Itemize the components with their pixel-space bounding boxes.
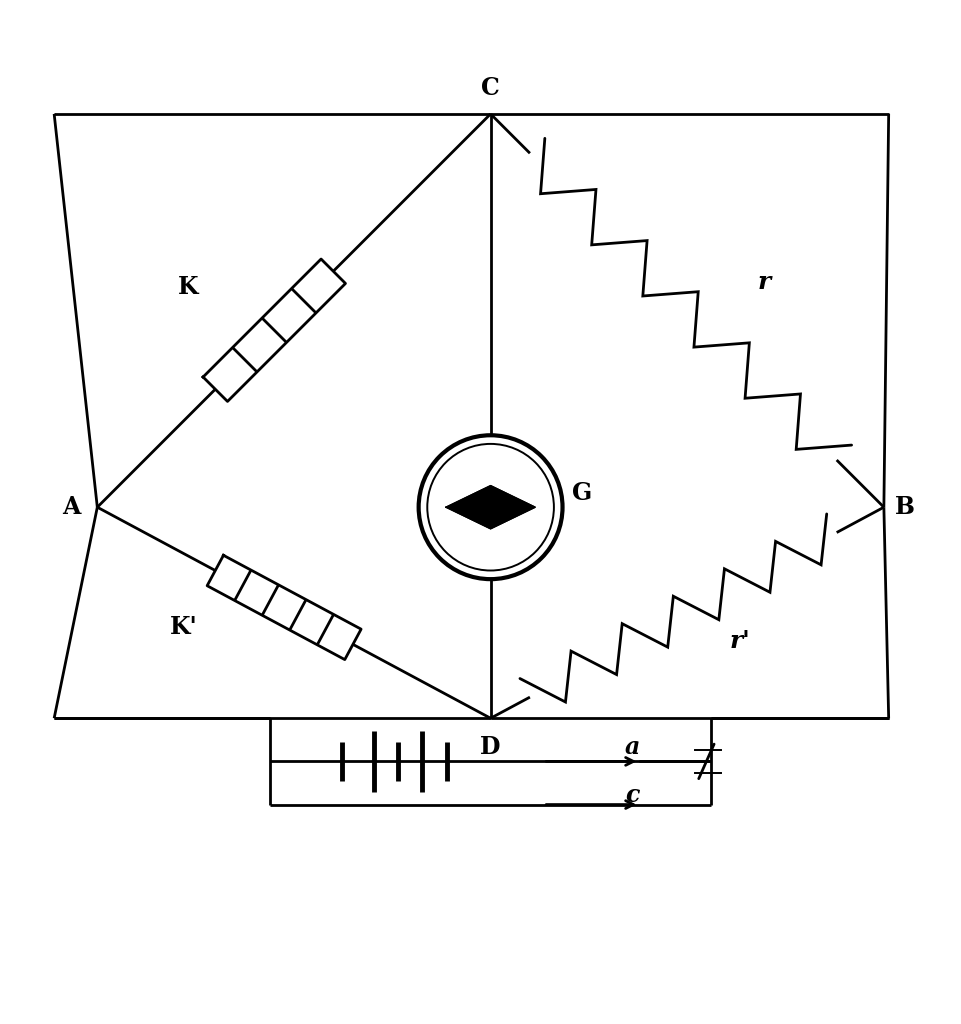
- Text: a: a: [625, 735, 639, 759]
- Text: r: r: [756, 269, 770, 294]
- Text: r': r': [728, 630, 750, 653]
- Text: C: C: [480, 76, 500, 99]
- Text: c: c: [625, 783, 639, 807]
- Text: B: B: [895, 496, 914, 519]
- Text: K: K: [178, 274, 199, 299]
- Text: G: G: [572, 481, 592, 505]
- Circle shape: [427, 443, 554, 570]
- Text: K': K': [169, 615, 197, 639]
- Text: A: A: [62, 496, 80, 519]
- Polygon shape: [446, 485, 534, 528]
- Text: D: D: [480, 735, 501, 760]
